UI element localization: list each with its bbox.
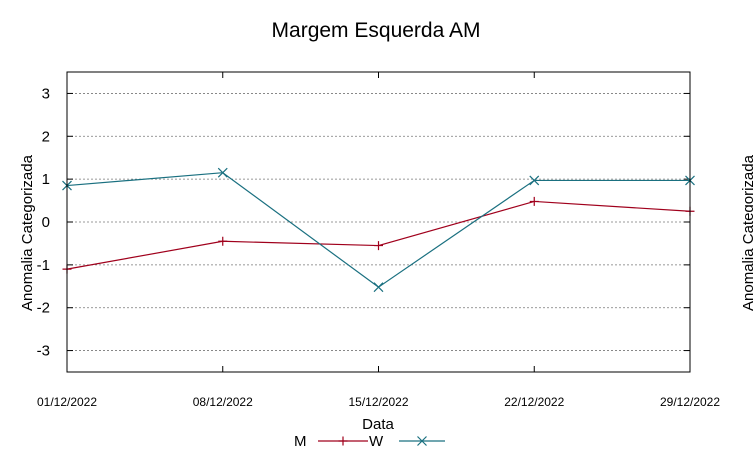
data-point (218, 236, 228, 246)
data-point (217, 167, 228, 178)
data-point (417, 436, 427, 446)
x-axis-ticks: 01/12/2022 08/12/2022 15/12/2022 22/12/2022… (37, 72, 720, 409)
data-point (529, 196, 539, 206)
y-tick-label: 2 (42, 128, 50, 145)
y-axis-ticks: -3 -2 -1 0 1 2 3 (37, 85, 690, 360)
x-tick-label: 29/12/2022 (660, 395, 720, 409)
series-line-W (66, 172, 690, 288)
data-point (373, 282, 384, 293)
y-tick-label: -3 (37, 343, 50, 360)
y-tick-label: -2 (37, 300, 50, 317)
data-point (529, 175, 540, 186)
chart-title: Margem Esquerda AM (272, 19, 481, 42)
right-y-axis-label-fragment: Anomalia Categorizada (740, 154, 753, 311)
x-tick-label: 15/12/2022 (348, 395, 408, 409)
series-lines (62, 167, 695, 293)
x-axis-label: Data (362, 416, 394, 433)
x-tick-label: 01/12/2022 (37, 395, 97, 409)
y-tick-label: 1 (42, 171, 50, 188)
plot-frame (66, 71, 691, 373)
y-tick-label: -1 (37, 257, 50, 274)
series-line-M (66, 200, 691, 270)
data-point (338, 436, 348, 446)
grid (67, 93, 690, 351)
x-tick-label: 08/12/2022 (193, 395, 253, 409)
data-point (374, 241, 383, 251)
y-tick-label: 3 (42, 85, 50, 102)
legend-label-W: W (369, 433, 384, 450)
y-tick-label: 0 (42, 214, 50, 231)
y-axis-label: Anomalia Categorizada (19, 154, 36, 311)
legend-label-M: M (294, 433, 307, 450)
x-tick-label: 22/12/2022 (504, 395, 564, 409)
